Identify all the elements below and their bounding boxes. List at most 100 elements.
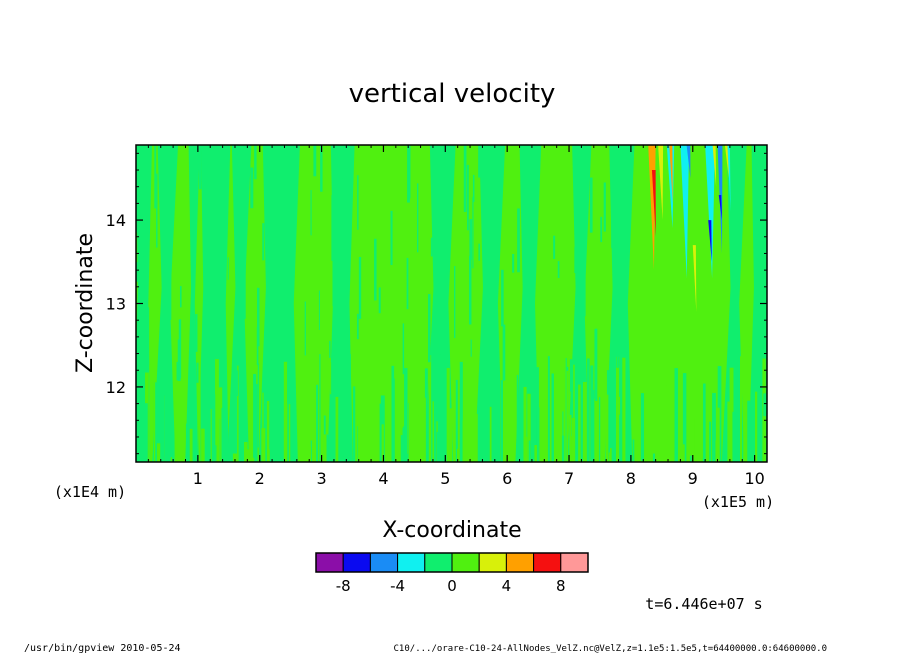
field-streak [198, 370, 201, 462]
field-streak [366, 424, 370, 462]
field-streak [390, 210, 393, 266]
field-streak [624, 418, 627, 462]
field-streak [163, 189, 166, 228]
field-streak [139, 417, 142, 462]
field-streak [304, 437, 306, 462]
field-streak [250, 457, 255, 462]
field-streak [253, 373, 257, 462]
field-streak [663, 385, 667, 462]
field-streak [413, 459, 417, 462]
field-streak [492, 456, 496, 462]
field-streak [428, 355, 432, 462]
field-streak [196, 362, 199, 383]
field-streak [144, 403, 148, 462]
field-band [748, 145, 767, 462]
field-streak [201, 428, 205, 462]
field-streak [727, 401, 731, 462]
field-streak [562, 411, 564, 462]
field-streak [444, 231, 448, 251]
field-streak [156, 173, 158, 248]
field-streak [348, 354, 351, 462]
field-streak [169, 275, 172, 320]
x-axis-label: X-coordinate [382, 518, 521, 543]
field-streak [551, 373, 554, 462]
x-tick-label: 10 [744, 469, 764, 488]
y-tick-label: 13 [106, 295, 126, 314]
field-streak [310, 440, 312, 462]
field-streak [702, 383, 706, 462]
field-streak [652, 453, 656, 462]
field-streak [257, 287, 260, 347]
field-streak [527, 393, 531, 462]
field-streak [517, 208, 520, 273]
field-streak [427, 294, 431, 363]
x-tick-label: 1 [193, 469, 203, 488]
field-streak [692, 418, 695, 462]
field-streak [600, 216, 603, 243]
field-streak [379, 403, 383, 462]
field-streak [463, 145, 467, 212]
field-streak [203, 335, 205, 377]
field-streak [573, 364, 575, 462]
field-streak [334, 186, 337, 225]
field-streak [661, 459, 666, 462]
field-streak [273, 393, 277, 462]
field-streak [170, 387, 173, 462]
x-tick-label: 4 [378, 469, 388, 488]
field-streak [611, 434, 616, 462]
field-streak [327, 448, 330, 462]
field-extreme-feature [705, 145, 716, 279]
colorbar: -8 -4 0 4 8 [315, 552, 589, 595]
colorbar-swatch [533, 552, 562, 573]
field-streak [170, 193, 172, 262]
field-streak [198, 145, 202, 190]
field-streak [611, 188, 614, 249]
field-streak [449, 408, 453, 462]
field-streak [238, 291, 242, 317]
field-streak [470, 339, 472, 357]
field-streak [542, 399, 546, 462]
field-streak [594, 329, 596, 399]
field-streak [218, 387, 223, 462]
field-streak [587, 358, 590, 462]
field-streak [136, 262, 138, 282]
field-streak [313, 145, 317, 177]
field-streak [357, 175, 359, 230]
colorbar-tick-label: 8 [556, 577, 566, 595]
field-streak [716, 407, 720, 462]
field-streak [681, 444, 685, 462]
field-streak [352, 386, 356, 462]
field-streak [358, 256, 362, 319]
field-streak [616, 320, 619, 368]
x-unit-label: (x1E5 m) [702, 493, 774, 511]
field-streak [554, 405, 557, 462]
field-streak [153, 370, 156, 462]
field-streak [732, 411, 736, 462]
field-streak [424, 368, 428, 462]
field-streak [170, 457, 172, 462]
field-extreme-feature [669, 145, 673, 204]
field-streak [262, 223, 265, 261]
field-streak [378, 287, 381, 314]
field-streak [570, 360, 573, 462]
field-streak [430, 237, 433, 257]
field-streak [416, 183, 419, 253]
field-streak [566, 370, 569, 462]
colorbar-swatch [397, 552, 426, 573]
field-streak [232, 453, 237, 462]
field-streak [649, 427, 652, 462]
field-streak [584, 277, 586, 317]
field-streak [569, 436, 574, 462]
field-streak [374, 238, 377, 301]
field-streak [304, 301, 306, 356]
field-streak [244, 442, 248, 462]
field-extreme-feature [708, 220, 712, 262]
field-streak [159, 366, 163, 462]
field-streak [143, 256, 146, 273]
field-streak [221, 408, 225, 462]
field-streak [185, 423, 188, 462]
field-streak [502, 358, 505, 462]
y-axis-ticks: 12 13 14 [106, 152, 767, 455]
field-streak [256, 383, 258, 462]
field-streak [269, 359, 273, 462]
